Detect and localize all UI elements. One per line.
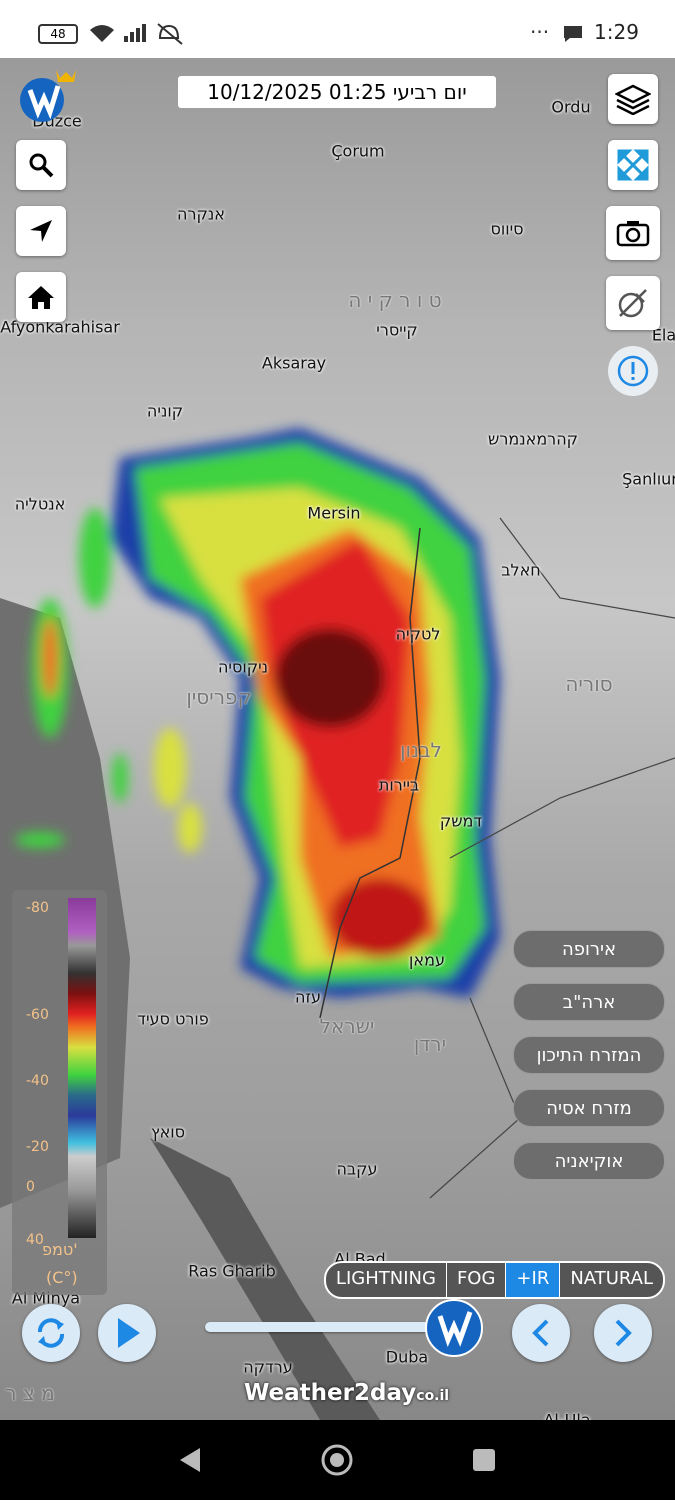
legend-tick-label: 40 — [26, 1232, 44, 1248]
satellite-button[interactable] — [606, 276, 660, 330]
map-label: קייסרי — [376, 320, 418, 340]
red-sea — [150, 1138, 380, 1420]
layer-option[interactable]: NATURAL — [570, 1268, 653, 1289]
map-label: ביירות — [378, 775, 420, 795]
map-label: עזה — [294, 987, 322, 1007]
search-button[interactable] — [16, 140, 66, 190]
legend-unit: (C°) — [46, 1268, 78, 1287]
map-label: קוניה — [146, 401, 184, 421]
region-button[interactable]: המזרח התיכון — [513, 1036, 665, 1074]
region-button[interactable]: אירופה — [513, 930, 665, 968]
map-label: חאלב — [501, 560, 541, 580]
timestamp: 10/12/2025 01:25 יום רביעי — [178, 76, 496, 108]
map-label: מ צ ר — [5, 1381, 55, 1405]
region-button[interactable]: מזרח אסיה — [513, 1089, 665, 1127]
map-label: דמשק — [439, 811, 483, 831]
map-label: Çorum — [331, 141, 385, 161]
layer-toggle: LIGHTNING FOG +IR NATURAL — [323, 1261, 665, 1299]
status-icons — [90, 23, 183, 45]
info-button[interactable] — [608, 346, 658, 396]
map-label: עמאן — [409, 950, 445, 970]
map-label: לבנון — [400, 738, 442, 762]
brand: Weather2dayco.il — [244, 1380, 449, 1406]
map-label: אנקרה — [177, 204, 225, 224]
storm — [15, 428, 500, 998]
map-label: Ela — [651, 325, 675, 345]
layer-option[interactable]: LIGHTNING — [326, 1263, 447, 1297]
locate-button[interactable] — [16, 206, 66, 256]
layer-option[interactable]: +IR — [506, 1263, 561, 1297]
legend-tick-label: 0 — [26, 1179, 35, 1195]
home-button[interactable] — [16, 272, 66, 322]
map-label: קפריסין — [186, 685, 252, 709]
app-logo[interactable] — [18, 64, 80, 126]
legend-title: טמפ' — [42, 1240, 78, 1259]
slider-knob[interactable] — [424, 1298, 484, 1358]
map-label: לטקיה — [395, 624, 441, 644]
legend-tick-label: -60 — [26, 1007, 49, 1023]
more-dots: ··· — [530, 20, 550, 44]
map-label: ירדן — [413, 1032, 447, 1056]
map-label: Şanlıur — [622, 469, 675, 489]
prev-button[interactable] — [512, 1304, 570, 1362]
region-button[interactable]: ארה"ב — [513, 983, 665, 1021]
map-label: Ordu — [551, 97, 591, 117]
map-label: ניקוסיה — [217, 657, 269, 677]
battery: 48 — [38, 24, 78, 44]
status-bar: 48 ··· 1:29 — [0, 0, 675, 58]
timeline-slider[interactable] — [205, 1322, 435, 1332]
layers-button[interactable] — [608, 74, 658, 124]
region-button[interactable]: אוקיאניה — [513, 1142, 665, 1180]
map-layer — [0, 428, 675, 1420]
refresh-button[interactable] — [22, 1304, 80, 1362]
map-label: אנטליה — [14, 494, 66, 514]
legend-tick-label: -80 — [26, 900, 49, 916]
navigation-bar — [0, 1420, 675, 1500]
map-label: סיווס — [490, 219, 524, 239]
legend-scale — [68, 898, 96, 1238]
map-label: Ras Gharib — [188, 1261, 276, 1281]
play-button[interactable] — [98, 1304, 156, 1362]
camera-button[interactable] — [606, 206, 660, 260]
map-label: Al-Ula — [543, 1410, 591, 1421]
map-label: עקבה — [336, 1159, 378, 1179]
map-label: ישראל — [319, 1014, 375, 1038]
map-label: פורט סעיד — [137, 1009, 209, 1029]
border — [319, 527, 421, 1019]
map-label: ט ו ר ק י ה — [348, 288, 442, 312]
map-label: סוריה — [565, 672, 613, 696]
nav-icons — [180, 1444, 495, 1476]
radar-map[interactable]: Düzce Çorum Ordu אנקרה סיווס ט ו ר ק י ה קייסר… — [0, 58, 675, 1420]
next-button[interactable] — [594, 1304, 652, 1362]
clock: 1:29 — [594, 20, 639, 44]
map-label: ערדקה — [243, 1357, 293, 1377]
map-label: Mersin — [307, 503, 361, 523]
brand-name: Weather2day — [244, 1380, 417, 1406]
layer-option[interactable]: FOG — [447, 1263, 507, 1297]
legend-tick-label: -40 — [26, 1073, 49, 1089]
map-label: Aksaray — [261, 353, 327, 373]
fullscreen-button[interactable] — [608, 140, 658, 190]
chat-icon — [564, 26, 582, 42]
brand-suffix: co.il — [416, 1388, 450, 1404]
map-label: Afyonkarahisar — [0, 317, 120, 337]
map-label: Duba — [385, 1347, 429, 1367]
legend: -80 -60 -40 -20 0 40 טמפ' (C°) — [12, 890, 107, 1295]
legend-tick-label: -20 — [26, 1139, 49, 1155]
map-label: סואץ — [150, 1122, 186, 1142]
map-label: קהרמאנמרש — [487, 429, 579, 449]
